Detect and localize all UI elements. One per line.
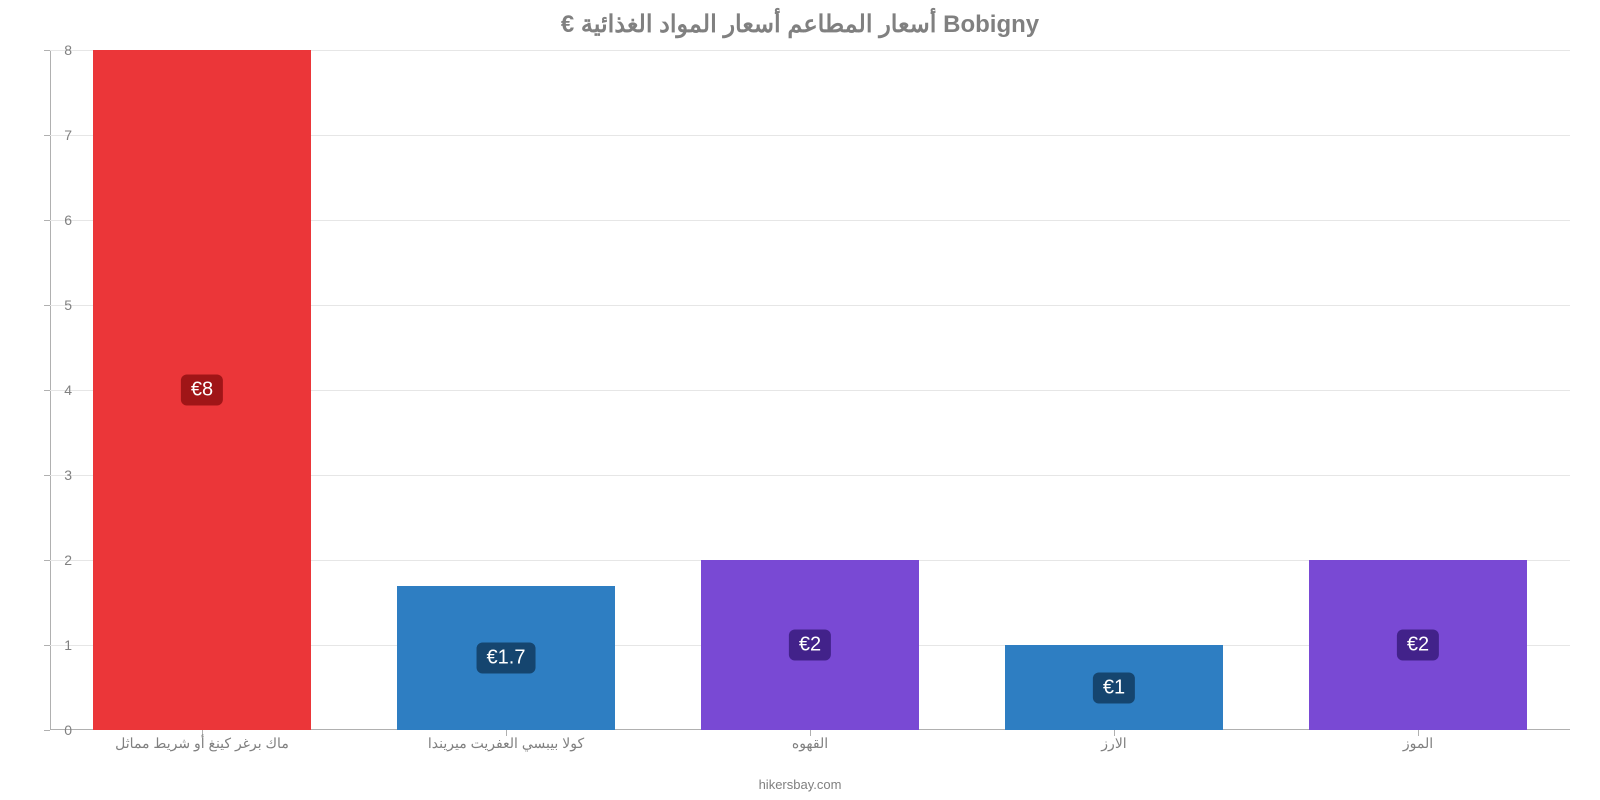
bar-value-label: €1.7 [477,642,536,673]
bar-value-label: €2 [789,630,831,661]
source-credit: hikersbay.com [0,777,1600,792]
y-tick-label: 6 [32,212,72,228]
x-category-label: الموز [1403,735,1433,752]
bar-value-label: €2 [1397,630,1439,661]
y-tick-label: 3 [32,467,72,483]
chart-title: Bobigny أسعار المطاعم أسعار المواد الغذا… [0,10,1600,39]
x-category-label: القهوه [792,735,828,752]
y-tick-label: 0 [32,722,72,738]
x-category-label: كولا بيبسي العفريت ميريندا [428,735,584,752]
x-category-label: ماك برغر كينغ أو شريط مماثل [115,735,289,752]
y-tick-label: 4 [32,382,72,398]
y-tick-label: 7 [32,127,72,143]
y-tick-label: 1 [32,637,72,653]
price-bar-chart: Bobigny أسعار المطاعم أسعار المواد الغذا… [0,0,1600,800]
x-category-label: الارز [1101,735,1126,752]
bar-value-label: €8 [181,375,223,406]
bar-value-label: €1 [1093,672,1135,703]
y-tick-label: 2 [32,552,72,568]
y-tick-label: 8 [32,42,72,58]
plot-area: €8 €1.7 €2 €1 €2 [50,50,1570,730]
y-tick-label: 5 [32,297,72,313]
